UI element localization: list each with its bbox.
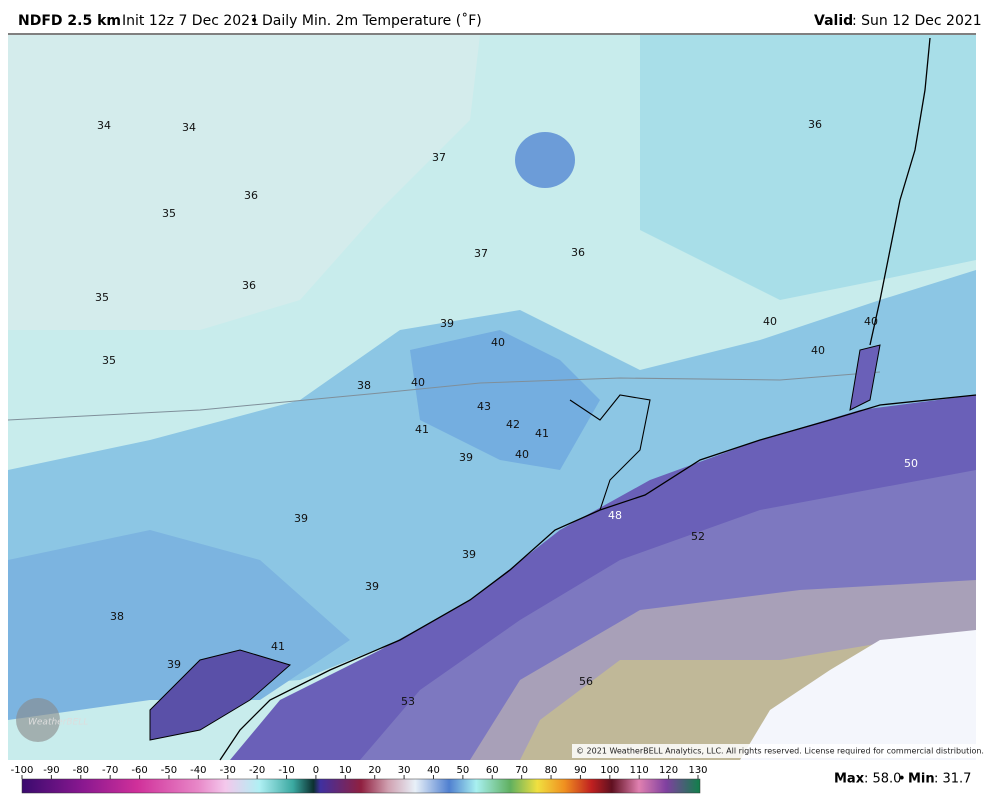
map: WeatherBELL © 2021 WeatherBELL Analytics… [7, 35, 984, 761]
colorbar-tick-label: 10 [339, 765, 352, 776]
station-value: 39 [294, 512, 308, 525]
station-value: 39 [167, 658, 181, 671]
colorbar-tick-label: 80 [545, 765, 558, 776]
colorbar-tick-label: -90 [43, 765, 59, 776]
station-value: 34 [97, 119, 111, 132]
separator: • [250, 13, 258, 29]
max-label: Max [834, 772, 865, 787]
init-time: Init 12z 7 Dec 2021 [122, 13, 259, 29]
station-value: 38 [357, 379, 371, 392]
colorbar-tick-label: 60 [486, 765, 499, 776]
colorbar-tick-label: -20 [249, 765, 265, 776]
colorbar-tick-label: -80 [73, 765, 89, 776]
colorbar [21, 778, 701, 794]
station-value: 39 [440, 317, 454, 330]
station-value: 41 [271, 640, 285, 653]
bay [569, 394, 651, 511]
station-value: 40 [763, 315, 777, 328]
station-value: 40 [811, 344, 825, 357]
separator: • [898, 772, 906, 787]
station-value: 40 [491, 336, 505, 349]
station-value: 50 [904, 457, 918, 470]
colorbar-tick-label: 40 [427, 765, 440, 776]
colorbar-tick-label: -30 [220, 765, 236, 776]
station-value: 37 [474, 247, 488, 260]
colorbar-tick-label: 50 [457, 765, 470, 776]
colorbar-tick-label: 130 [688, 765, 707, 776]
region [640, 35, 976, 300]
station-value: 48 [608, 509, 622, 522]
station-value: 38 [110, 610, 124, 623]
colorbar-tick-label: 90 [574, 765, 587, 776]
station-value: 43 [477, 400, 491, 413]
colorbar-tick-label: 100 [600, 765, 619, 776]
min-label: Min [908, 772, 935, 787]
station-value: 40 [411, 376, 425, 389]
station-value: 36 [571, 246, 585, 259]
station-value: 35 [162, 207, 176, 220]
min-value: : 31.7 [934, 772, 971, 787]
colorbar-tick-label: -60 [131, 765, 147, 776]
state-border [7, 371, 881, 421]
lake [849, 344, 881, 411]
river [869, 37, 931, 346]
colorbar-tick-label: 110 [630, 765, 649, 776]
station-value: 41 [535, 427, 549, 440]
colorbar-ticks: -100 -90 -80 -70 -60 -50 -40 -30 -20 -10 0 10 20 30 40… [11, 765, 708, 779]
coastline [219, 394, 977, 761]
logo-globe [16, 698, 60, 742]
copyright: © 2021 WeatherBELL Analytics, LLC. All r… [576, 747, 984, 756]
colorbar-tick-label: 0 [313, 765, 319, 776]
station-value: 39 [462, 548, 476, 561]
station-value: 39 [459, 451, 473, 464]
colorbar-tick-label: 70 [515, 765, 528, 776]
station-value: 36 [808, 118, 822, 131]
colorbar-tick-label: -100 [11, 765, 34, 776]
colorbar-tick-label: -70 [102, 765, 118, 776]
station-value: 37 [432, 151, 446, 164]
copyright-box [572, 744, 976, 758]
station-value: 52 [691, 530, 705, 543]
station-value: 39 [365, 580, 379, 593]
station-value: 36 [242, 279, 256, 292]
product: Daily Min. 2m Temperature (˚F) [262, 12, 482, 29]
station-value: 36 [244, 189, 258, 202]
colorbar-tick-label: -50 [161, 765, 177, 776]
colorbar-tick-label: 30 [398, 765, 411, 776]
cold-pocket [515, 132, 575, 188]
valid-date: : Sun 12 Dec 2021 [852, 13, 982, 29]
bay [149, 649, 292, 741]
colorbar-tick-label: -40 [190, 765, 206, 776]
colorbar-tick-label: 20 [368, 765, 381, 776]
station-value: 35 [102, 354, 116, 367]
station-value: 40 [515, 448, 529, 461]
station-value: 40 [864, 315, 878, 328]
ocean [520, 640, 900, 760]
max-value: : 58.0 [864, 772, 901, 787]
station-value: 41 [415, 423, 429, 436]
station-value: 42 [506, 418, 520, 431]
colorbar-tick-label: -10 [278, 765, 294, 776]
no-data [740, 630, 976, 760]
colorbar-tick-label: 120 [659, 765, 678, 776]
station-labels: 34 34 36 35 37 36 37 36 35 36 39 40 40 40 40 35 38 40 43 42… [95, 118, 918, 708]
region [410, 330, 600, 470]
station-value: 56 [579, 675, 593, 688]
station-value: 53 [401, 695, 415, 708]
logo: WeatherBELL [28, 718, 88, 728]
station-value: 34 [182, 121, 196, 134]
station-value: 35 [95, 291, 109, 304]
valid-label: Valid [814, 13, 853, 29]
model-name: NDFD 2.5 km [18, 13, 121, 29]
cool-region [8, 35, 480, 330]
